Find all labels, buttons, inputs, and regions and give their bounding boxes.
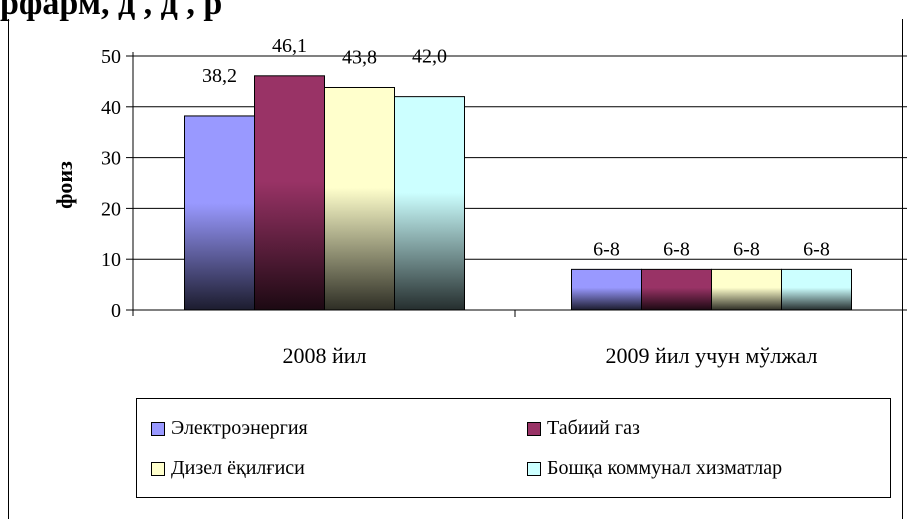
bar-4-2 xyxy=(781,268,852,311)
legend-swatch xyxy=(527,461,541,476)
data-label: 43,8 xyxy=(342,46,377,68)
y-axis-label: фоиз xyxy=(52,161,77,209)
data-labels: 38,2 46,1 43,8 42,0 6-8 6-8 6-8 6-8 xyxy=(202,35,830,261)
legend-swatch xyxy=(527,421,541,436)
y-tick-label: 50 xyxy=(101,46,121,68)
bars xyxy=(184,75,852,311)
bar-1-2 xyxy=(571,268,642,311)
legend-label: Дизел ёқилғиси xyxy=(171,457,305,479)
legend: Электроэнергия Табиий газ Дизел ёқилғиси Бо… xyxy=(136,398,891,498)
legend-label: Табиий газ xyxy=(547,417,640,439)
data-label: 6-8 xyxy=(663,238,690,260)
data-label: 38,2 xyxy=(202,65,237,87)
bar-1-1 xyxy=(184,115,255,311)
chart-area-frame xyxy=(8,19,903,519)
x-category-label: 2009 йил учун мўлжал xyxy=(606,343,818,368)
data-label: 6-8 xyxy=(593,238,620,260)
bar-4-1 xyxy=(394,96,465,311)
bar-2-2 xyxy=(641,268,712,311)
legend-item: Дизел ёқилғиси xyxy=(151,457,305,480)
y-tick-label: 10 xyxy=(101,249,121,271)
bar-3-2 xyxy=(711,268,782,311)
data-label: 46,1 xyxy=(272,35,307,57)
axes: 0 10 20 30 40 50 2008 йил 2009 йил учун мўлжал xyxy=(101,46,907,368)
data-label: 42,0 xyxy=(412,46,447,68)
legend-swatch xyxy=(151,461,165,476)
y-tick-label: 0 xyxy=(111,300,121,322)
data-label: 6-8 xyxy=(733,238,760,260)
legend-swatch xyxy=(151,421,165,436)
legend-item: Табиий газ xyxy=(527,417,640,440)
legend-label: Бошқа коммунал хизматлар xyxy=(547,457,783,479)
legend-label: Электроэнергия xyxy=(171,417,308,439)
bar-3-1 xyxy=(324,86,395,311)
chart-title-fragment: рфарм, д , д , р xyxy=(0,0,223,22)
bar-2-1 xyxy=(254,75,325,311)
legend-item: Электроэнергия xyxy=(151,417,308,440)
y-tick-label: 30 xyxy=(101,148,121,170)
legend-item: Бошқа коммунал хизматлар xyxy=(527,457,782,480)
y-tick-label: 40 xyxy=(101,97,121,119)
data-label: 6-8 xyxy=(803,238,830,260)
x-category-label: 2008 йил xyxy=(282,343,366,368)
y-tick-label: 20 xyxy=(101,198,121,220)
